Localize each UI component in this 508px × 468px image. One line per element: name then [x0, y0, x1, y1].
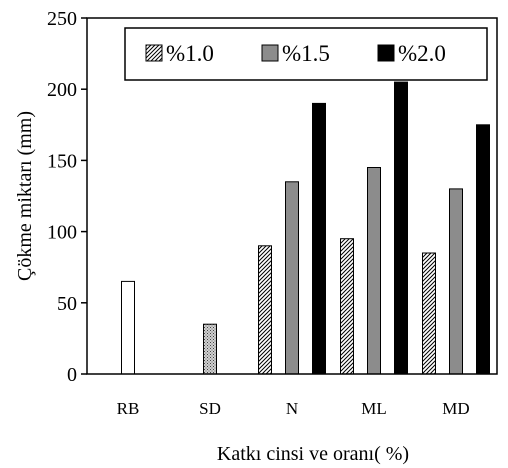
bar-sd — [203, 323, 217, 375]
legend-swatch-2 — [261, 44, 279, 62]
x-axis-title: Katkı cinsi ve oranı( %) — [217, 443, 409, 465]
legend: %1.0 %1.5 %2.0 — [124, 27, 488, 81]
bar-ml-series-1 — [340, 238, 354, 375]
legend-label-3: %2.0 — [398, 41, 446, 66]
x-tick-label: N — [286, 399, 298, 418]
x-tick-label: RB — [117, 399, 140, 418]
bar-rb — [121, 280, 135, 375]
legend-box — [124, 27, 488, 81]
y-tick-label: 200 — [47, 79, 77, 101]
y-tick-label: 250 — [47, 8, 77, 30]
x-tick-label: ML — [361, 399, 387, 418]
bar-n-series-1 — [258, 245, 272, 375]
y-axis-title: Çökme miktarı (mm) — [14, 111, 36, 281]
bar-ml-series-2 — [367, 167, 381, 375]
x-tick-label: SD — [199, 399, 221, 418]
y-tick-label: 50 — [57, 293, 77, 315]
bar-md-series-1 — [422, 252, 436, 375]
bar-n-series-2 — [285, 181, 299, 375]
legend-label-2: %1.5 — [282, 41, 330, 66]
y-tick-label: 100 — [47, 222, 77, 244]
bar-md-series-2 — [449, 188, 463, 375]
legend-label-1: %1.0 — [166, 41, 214, 66]
bar-n-series-3 — [312, 102, 326, 375]
legend-swatch-1 — [145, 44, 163, 62]
bar-md-series-3 — [476, 124, 490, 375]
bar-ml-series-3 — [394, 81, 408, 375]
legend-swatch-3 — [377, 44, 395, 62]
plot-frame — [86, 17, 498, 375]
y-axis-ticks: 0 50 100 150 200 250 — [47, 8, 87, 386]
bars-group — [121, 81, 490, 375]
y-tick-label: 0 — [67, 364, 77, 386]
y-tick-label: 150 — [47, 150, 77, 172]
x-axis-tick-labels: RB SD N ML MD — [117, 399, 470, 418]
x-tick-label: MD — [442, 399, 469, 418]
